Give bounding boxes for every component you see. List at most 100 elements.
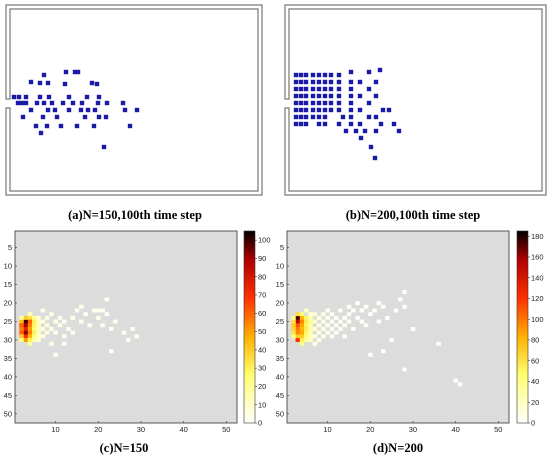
pedestrian-dot — [293, 72, 299, 78]
heatmap-cell — [291, 315, 296, 320]
y-tick-label: 50 — [276, 409, 284, 418]
y-tick-label: 40 — [276, 372, 284, 381]
pedestrian-dot — [348, 93, 354, 99]
heatmap-cell — [19, 319, 24, 324]
pedestrian-dot — [348, 100, 354, 106]
heatmap-cell — [338, 327, 343, 331]
pedestrian-dot — [134, 107, 140, 113]
heatmap-cell — [402, 290, 407, 294]
heatmap-cell — [36, 327, 41, 331]
pedestrian-dot — [328, 93, 334, 99]
heatmap-cell — [316, 315, 322, 320]
heatmap-cell — [325, 330, 330, 335]
heatmap-cell — [333, 330, 339, 335]
heatmap-cell — [23, 315, 29, 320]
x-tick-label: 20 — [94, 425, 102, 434]
panel-c-heatmap: 10 20 30 40 50 5 10 15 20 25 30 35 40 45 50 — [4, 230, 238, 434]
pedestrian-dot — [293, 79, 299, 85]
pedestrian-dot — [303, 86, 309, 92]
pedestrian-dot — [85, 107, 91, 113]
heatmap-cell — [19, 330, 24, 335]
pedestrian-dot — [373, 79, 379, 85]
heatmap-cell — [299, 338, 305, 342]
panel-b-caption: (b)N=200,100th time step — [346, 208, 481, 222]
heatmap-cell — [19, 327, 24, 331]
pedestrian-dot — [348, 114, 354, 120]
heatmap-cell — [49, 327, 54, 331]
pedestrian-dot — [28, 107, 34, 113]
heatmap-d-cells — [291, 290, 463, 387]
colorbar-tick-label: 80 — [531, 336, 539, 345]
pedestrian-dot — [23, 94, 29, 100]
y-tick-label: 30 — [276, 336, 284, 345]
heatmap-cell — [32, 327, 37, 331]
pedestrian-dot — [310, 107, 316, 113]
heatmap-cell — [355, 301, 360, 306]
heatmap-cell — [36, 334, 41, 339]
heatmap-cell — [44, 330, 50, 335]
heatmap-cell — [295, 319, 301, 324]
heatmap-cell — [27, 330, 33, 335]
heatmap-cell — [70, 315, 75, 320]
pedestrian-dot — [298, 114, 304, 120]
colorbar-tick-label: 160 — [531, 253, 544, 262]
heatmap-cell — [308, 315, 313, 320]
x-tick-label: 30 — [409, 425, 417, 434]
heatmap-cell — [325, 315, 330, 320]
heatmap-cell — [368, 352, 373, 357]
heatmap-cell — [402, 367, 407, 372]
colorbar-tick-label: 40 — [531, 377, 539, 386]
colorbar-tick-label: 60 — [531, 356, 539, 365]
pedestrian-dot — [104, 100, 110, 106]
heatmap-cell — [338, 308, 343, 313]
pedestrian-dot — [328, 79, 334, 85]
heatmap-cell — [316, 338, 322, 342]
heatmap-cell — [19, 323, 24, 328]
heatmap-cell — [121, 330, 127, 335]
heatmap-cell — [329, 319, 335, 324]
pedestrian-dot — [348, 79, 354, 85]
pedestrian-dot — [58, 123, 64, 129]
heatmap-cell — [23, 323, 29, 328]
panel-a-room — [5, 4, 263, 196]
pedestrian-dot — [328, 100, 334, 106]
heatmap-cell — [96, 315, 101, 320]
pedestrian-dot — [310, 93, 316, 99]
heatmap-cell — [321, 327, 326, 331]
x-tick-label: 20 — [366, 425, 374, 434]
heatmap-cell — [108, 327, 114, 331]
heatmap-cell — [312, 334, 318, 339]
heatmap-cell — [308, 323, 313, 328]
heatmap-cell — [27, 312, 33, 317]
x-tick-label: 30 — [137, 425, 145, 434]
heatmap-cell — [126, 338, 131, 342]
pedestrian-dot — [52, 107, 58, 113]
heatmap-cell — [49, 312, 54, 317]
heatmap-cell — [372, 308, 377, 313]
heatmap-cell — [108, 349, 114, 354]
pedestrian-dot — [310, 114, 316, 120]
y-tick-label: 40 — [4, 372, 12, 381]
heatmap-d-ticks: 10 20 30 40 50 5 10 15 20 25 30 35 40 45 50 — [276, 243, 503, 434]
heatmap-cell — [96, 308, 101, 313]
pedestrian-dot — [316, 100, 322, 106]
pedestrian-dot — [373, 128, 379, 134]
heatmap-cell — [295, 330, 301, 335]
heatmap-cell — [53, 352, 58, 357]
heatmap-cell — [329, 334, 335, 339]
pedestrian-dot — [84, 94, 90, 100]
pedestrian-dot — [310, 79, 316, 85]
heatmap-cell — [338, 319, 343, 324]
pedestrian-dot — [316, 72, 322, 78]
pedestrian-dot — [316, 93, 322, 99]
pedestrian-dot — [75, 69, 81, 75]
heatmap-cell — [299, 312, 305, 317]
heatmap-cell — [325, 308, 330, 313]
heatmap-cell — [23, 330, 29, 335]
heatmap-cell — [295, 312, 301, 317]
colorbar-tick-label: 100 — [258, 236, 271, 245]
heatmap-cell — [312, 327, 318, 331]
y-tick-label: 45 — [276, 391, 284, 400]
heatmap-cell — [342, 323, 347, 328]
heatmap-cell — [87, 323, 93, 328]
